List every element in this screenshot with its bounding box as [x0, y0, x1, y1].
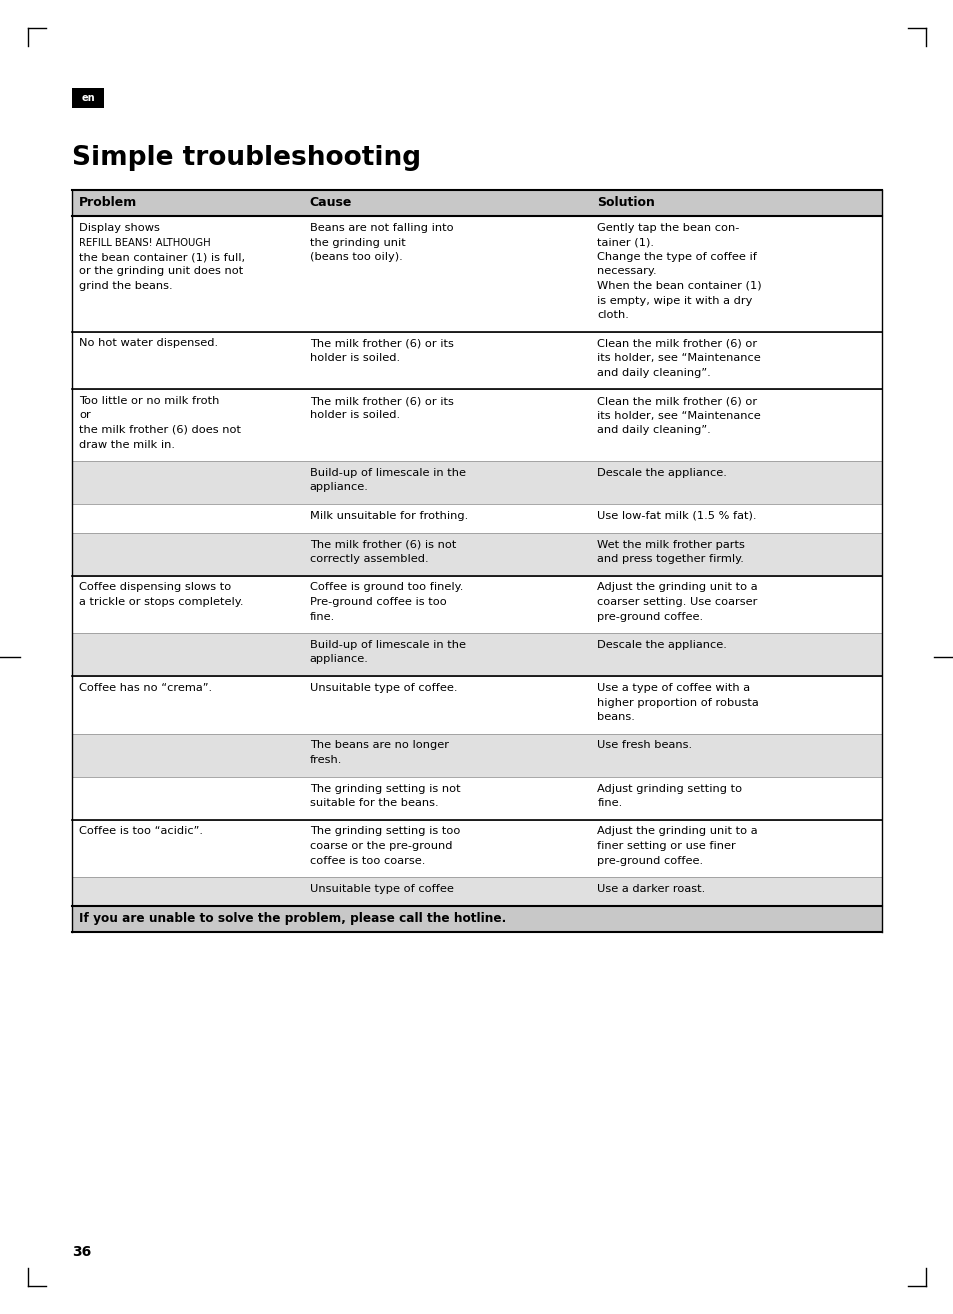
Text: finer setting or use finer: finer setting or use finer [597, 841, 736, 851]
Text: the grinding unit: the grinding unit [310, 238, 405, 247]
Bar [71, 675, 882, 733]
Bar [71, 88, 104, 108]
Text: its holder, see “Maintenance: its holder, see “Maintenance [597, 410, 760, 420]
Text: pre-ground coffee.: pre-ground coffee. [597, 611, 702, 622]
Bar [71, 820, 882, 876]
Text: Coffee is ground too finely.: Coffee is ground too finely. [310, 582, 463, 593]
Text: Use a darker roast.: Use a darker roast. [597, 884, 705, 894]
Bar [71, 532, 882, 576]
Text: Solution: Solution [597, 197, 655, 209]
Text: Pre-ground coffee is too: Pre-ground coffee is too [310, 597, 446, 607]
Text: the milk frother (6) does not: the milk frother (6) does not [79, 424, 241, 435]
Text: Clean the milk frother (6) or: Clean the milk frother (6) or [597, 339, 757, 348]
Text: Gently tap the bean con-: Gently tap the bean con- [597, 223, 739, 233]
Text: The beans are no longer: The beans are no longer [310, 741, 448, 750]
Bar [71, 876, 882, 905]
Bar [71, 505, 882, 532]
Bar [71, 633, 882, 675]
Text: the bean container (1) is full,: the bean container (1) is full, [79, 252, 245, 261]
Text: The grinding setting is not: The grinding setting is not [310, 783, 460, 794]
Text: a trickle or stops completely.: a trickle or stops completely. [79, 597, 243, 607]
Text: coarser setting. Use coarser: coarser setting. Use coarser [597, 597, 757, 607]
Text: necessary.: necessary. [597, 267, 657, 276]
Text: or the grinding unit does not: or the grinding unit does not [79, 267, 243, 276]
Text: Adjust the grinding unit to a: Adjust the grinding unit to a [597, 582, 758, 593]
Bar [71, 733, 882, 777]
Text: Unsuitable type of coffee: Unsuitable type of coffee [310, 884, 454, 894]
Text: cloth.: cloth. [597, 310, 629, 321]
Text: Change the type of coffee if: Change the type of coffee if [597, 252, 757, 261]
Text: holder is soiled.: holder is soiled. [310, 410, 399, 420]
Text: The milk frother (6) or its: The milk frother (6) or its [310, 396, 454, 406]
Text: coarse or the pre-ground: coarse or the pre-ground [310, 841, 452, 851]
Text: Adjust the grinding unit to a: Adjust the grinding unit to a [597, 827, 758, 837]
Text: Beans are not falling into: Beans are not falling into [310, 223, 453, 233]
Text: Coffee dispensing slows to: Coffee dispensing slows to [79, 582, 231, 593]
Text: (beans too oily).: (beans too oily). [310, 252, 402, 261]
Text: grind the beans.: grind the beans. [79, 281, 172, 290]
Text: If you are unable to solve the problem, please call the hotline.: If you are unable to solve the problem, … [79, 912, 506, 925]
Text: and daily cleaning”.: and daily cleaning”. [597, 368, 710, 377]
Text: Wet the milk frother parts: Wet the milk frother parts [597, 540, 744, 549]
Text: fine.: fine. [597, 798, 622, 808]
Bar [71, 331, 882, 389]
Text: Problem: Problem [79, 197, 137, 209]
Text: Use fresh beans.: Use fresh beans. [597, 741, 692, 750]
Text: REFILL BEANS! ALTHOUGH: REFILL BEANS! ALTHOUGH [79, 238, 211, 247]
Text: is empty, wipe it with a dry: is empty, wipe it with a dry [597, 296, 752, 305]
Bar [71, 215, 882, 331]
Text: 36: 36 [71, 1244, 91, 1259]
Text: Cause: Cause [310, 197, 352, 209]
Text: draw the milk in.: draw the milk in. [79, 439, 174, 449]
Bar [71, 576, 882, 633]
Text: higher proportion of robusta: higher proportion of robusta [597, 698, 759, 707]
Text: or: or [79, 410, 91, 420]
Bar [71, 461, 882, 505]
Text: The milk frother (6) is not: The milk frother (6) is not [310, 540, 456, 549]
Text: Use low-fat milk (1.5 % fat).: Use low-fat milk (1.5 % fat). [597, 511, 756, 520]
Text: en: en [81, 93, 94, 102]
Text: Coffee is too “acidic”.: Coffee is too “acidic”. [79, 827, 203, 837]
Text: Clean the milk frother (6) or: Clean the milk frother (6) or [597, 396, 757, 406]
Text: The milk frother (6) or its: The milk frother (6) or its [310, 339, 454, 348]
Text: Use a type of coffee with a: Use a type of coffee with a [597, 683, 750, 692]
Text: Descale the appliance.: Descale the appliance. [597, 468, 726, 478]
Text: tainer (1).: tainer (1). [597, 238, 654, 247]
Bar [71, 389, 882, 461]
Bar [71, 191, 882, 215]
Text: Too little or no milk froth: Too little or no milk froth [79, 396, 219, 406]
Text: Build-up of limescale in the: Build-up of limescale in the [310, 640, 465, 650]
Text: appliance.: appliance. [310, 654, 369, 665]
Text: fresh.: fresh. [310, 756, 342, 765]
Text: Descale the appliance.: Descale the appliance. [597, 640, 726, 650]
Text: and daily cleaning”.: and daily cleaning”. [597, 424, 710, 435]
Text: Display shows: Display shows [79, 223, 160, 233]
Text: Coffee has no “crema”.: Coffee has no “crema”. [79, 683, 212, 692]
Text: pre-ground coffee.: pre-ground coffee. [597, 855, 702, 866]
Text: appliance.: appliance. [310, 482, 369, 493]
Text: Adjust grinding setting to: Adjust grinding setting to [597, 783, 741, 794]
Text: correctly assembled.: correctly assembled. [310, 555, 428, 564]
Text: coffee is too coarse.: coffee is too coarse. [310, 855, 425, 866]
Bar [71, 777, 882, 820]
Text: Simple troubleshooting: Simple troubleshooting [71, 145, 420, 171]
Text: suitable for the beans.: suitable for the beans. [310, 798, 438, 808]
Text: and press together firmly.: and press together firmly. [597, 555, 743, 564]
Text: holder is soiled.: holder is soiled. [310, 353, 399, 363]
Text: fine.: fine. [310, 611, 335, 622]
Text: The grinding setting is too: The grinding setting is too [310, 827, 459, 837]
Bar [71, 905, 882, 932]
Text: When the bean container (1): When the bean container (1) [597, 281, 761, 290]
Text: Build-up of limescale in the: Build-up of limescale in the [310, 468, 465, 478]
Text: Milk unsuitable for frothing.: Milk unsuitable for frothing. [310, 511, 468, 520]
Text: Unsuitable type of coffee.: Unsuitable type of coffee. [310, 683, 456, 692]
Text: beans.: beans. [597, 712, 635, 721]
Text: its holder, see “Maintenance: its holder, see “Maintenance [597, 353, 760, 363]
Text: No hot water dispensed.: No hot water dispensed. [79, 339, 218, 348]
